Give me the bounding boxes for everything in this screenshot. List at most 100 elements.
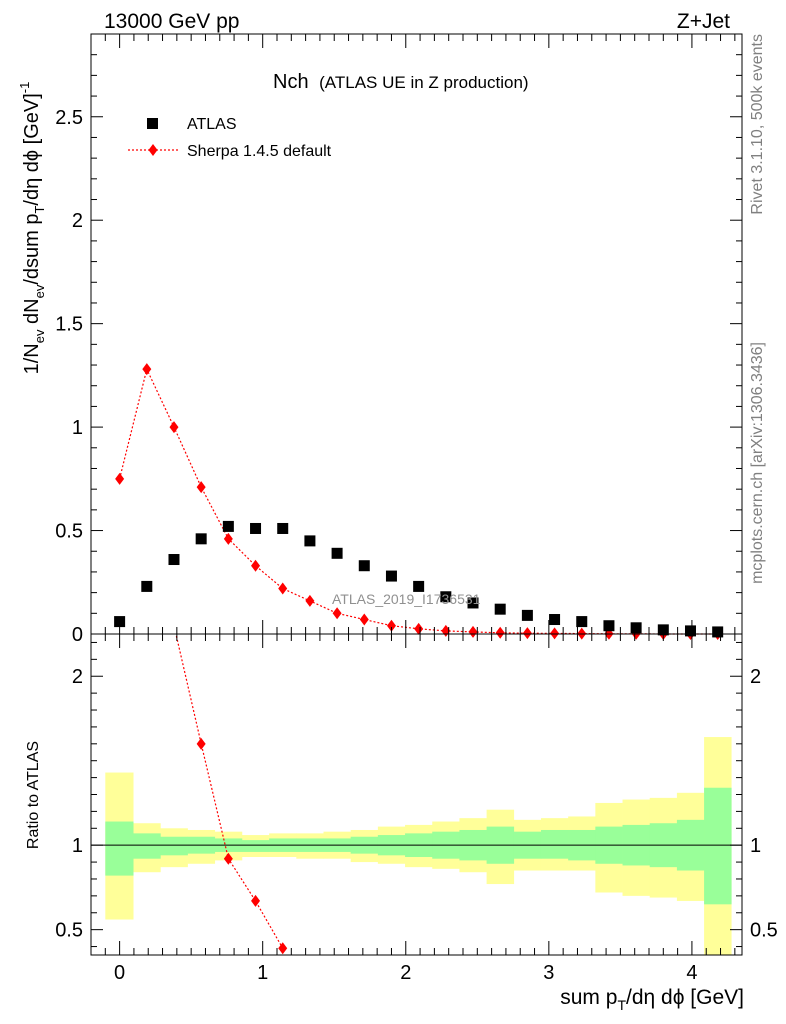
- atlas-point: [304, 535, 316, 547]
- sherpa-point: [142, 363, 152, 376]
- atlas-point: [168, 554, 180, 566]
- main-ylabel-ev1: ev: [32, 329, 47, 343]
- main-panel: ATLAS_2019_I1736531 0 0.5 1 1.5 2 2.5 Nch (AT…: [17, 33, 743, 646]
- atlas-point: [494, 603, 506, 615]
- xtick-label: 4: [686, 962, 697, 984]
- main-title: Nch (ATLAS UE in Z production): [273, 71, 529, 93]
- main-ytick-label: 0.5: [55, 521, 83, 543]
- main-ylabel-d: /dη dϕ [GeV]: [21, 93, 43, 205]
- xlabel-a: sum p: [560, 986, 617, 1009]
- ratio-panel: 0.5 0.5 1 1 2 2 0 1 2 3 4 Ratio to ATLAS: [25, 633, 778, 984]
- header-right: Z+Jet: [677, 10, 730, 33]
- ratio-ytick-label: 0.5: [55, 920, 83, 942]
- atlas-point: [467, 597, 479, 609]
- atlas-point: [576, 616, 588, 628]
- main-ytick-label: 1.5: [55, 314, 83, 336]
- main-ytick-label: 1: [72, 417, 83, 439]
- legend: ATLAS Sherpa 1.4.5 default: [128, 116, 332, 160]
- ratio-sherpa-point: [278, 942, 288, 955]
- ratio-sherpa-point: [251, 894, 261, 907]
- sherpa-point: [278, 582, 288, 595]
- sherpa-point: [468, 625, 478, 638]
- atlas-point: [712, 626, 724, 638]
- atlas-point: [413, 580, 425, 592]
- atlas-point: [250, 522, 262, 534]
- legend-sherpa-marker: [148, 144, 158, 156]
- sherpa-point: [251, 559, 261, 572]
- sherpa-point: [522, 627, 532, 640]
- band-1sigma: [105, 821, 134, 876]
- main-ylabel-t: T: [32, 206, 47, 214]
- xlabel-t: T: [617, 997, 626, 1013]
- ratio-marks: [175, 634, 288, 955]
- atlas-point: [630, 622, 642, 634]
- main-ylabel-a: 1/N: [21, 343, 43, 374]
- main-ylabel: 1/Nev dNev/dsum pT/dη dϕ [GeV]-1: [17, 82, 47, 375]
- ratio-ytick-label-right: 2: [750, 666, 761, 688]
- main-ylabel-c: /dsum p: [21, 214, 43, 285]
- xtick-label: 3: [543, 962, 554, 984]
- sherpa-point: [196, 481, 206, 494]
- sherpa-point: [359, 613, 369, 626]
- atlas-point: [195, 533, 207, 545]
- main-ytick-label: 2: [72, 210, 83, 232]
- sherpa-point: [414, 622, 424, 635]
- atlas-point: [440, 591, 452, 603]
- main-ytick-label: 2.5: [55, 107, 83, 129]
- main-ytick-label: 0: [72, 624, 83, 646]
- xtick-label: 0: [114, 962, 125, 984]
- ratio-sherpa-point: [196, 737, 206, 750]
- sherpa-point: [386, 619, 396, 632]
- sherpa-point: [332, 607, 342, 620]
- ratio-series-group: [175, 634, 288, 955]
- sherpa-point: [223, 532, 233, 545]
- main-axes: 0 0.5 1 1.5 2 2.5: [55, 34, 742, 646]
- ratio-frame: [90, 633, 743, 956]
- sherpa-point: [169, 421, 179, 434]
- atlas-point: [549, 614, 561, 626]
- atlas-point: [331, 547, 343, 559]
- atlas-point: [603, 620, 615, 632]
- xtick-label: 1: [257, 962, 268, 984]
- legend-sherpa-label: Sherpa 1.4.5 default: [187, 143, 332, 160]
- side-mcplots: mcplots.cern.ch [arXiv:1306.3436]: [749, 342, 766, 584]
- watermark: ATLAS_2019_I1736531: [332, 591, 481, 607]
- ratio-ytick-label-right: 0.5: [750, 920, 778, 942]
- band-1sigma: [540, 829, 569, 859]
- atlas-point: [222, 520, 234, 532]
- ratio-ylabel: Ratio to ATLAS: [25, 741, 42, 849]
- band-group: [105, 737, 732, 955]
- main-ylabel-b: dN: [21, 298, 43, 329]
- main-ylabel-exp: -1: [17, 82, 32, 94]
- side-rivet: Rivet 3.1.10, 500k events: [749, 34, 766, 215]
- ratio-bands: [91, 737, 742, 955]
- legend-atlas-marker: [147, 118, 158, 129]
- atlas-point: [277, 522, 289, 534]
- atlas-point: [358, 560, 370, 572]
- atlas-point: [521, 609, 533, 621]
- ratio-sherpa-line: [175, 634, 284, 949]
- band-1sigma: [133, 833, 161, 859]
- atlas-point: [141, 580, 153, 592]
- band-1sigma: [704, 787, 732, 905]
- main-title-name: Nch: [273, 71, 309, 93]
- band-1sigma: [241, 840, 270, 852]
- sherpa-point: [550, 627, 560, 640]
- main-ylabel-ev2: ev: [32, 284, 47, 298]
- xtick-label: 2: [400, 962, 411, 984]
- band-1sigma: [160, 836, 188, 856]
- ratio-sherpa-point: [223, 852, 233, 865]
- legend-atlas-label: ATLAS: [187, 116, 237, 133]
- sherpa-point: [495, 626, 505, 639]
- sherpa-point: [305, 594, 315, 607]
- header-left: 13000 GeV pp: [104, 10, 239, 33]
- atlas-point: [684, 625, 696, 637]
- xlabel-b: /dη dϕ [GeV]: [626, 986, 744, 1009]
- ratio-ytick-label: 2: [72, 666, 83, 688]
- ratio-ytick-label: 1: [72, 835, 83, 857]
- main-title-sub: (ATLAS UE in Z production): [319, 73, 528, 92]
- xlabel: sum pT/dη dϕ [GeV]: [560, 986, 744, 1013]
- sherpa-point: [115, 472, 125, 485]
- ratio-ytick-label-right: 1: [750, 835, 761, 857]
